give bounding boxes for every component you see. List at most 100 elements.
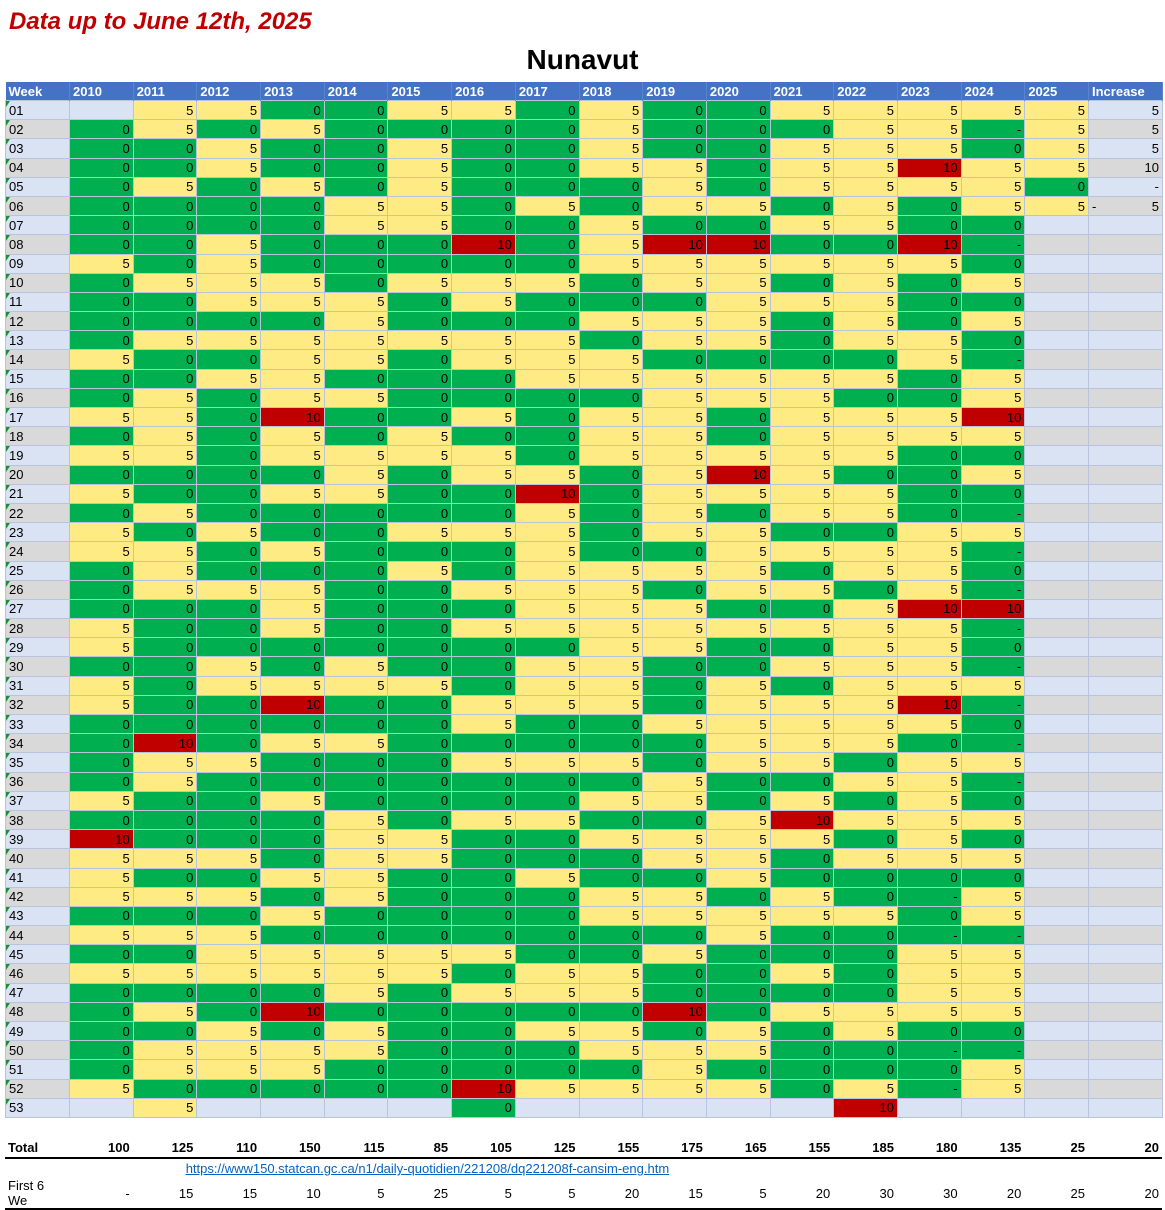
cell-2016[interactable]: 0 [451,176,516,197]
cell-2013[interactable]: 5 [260,291,325,313]
cell-2020[interactable]: 5 [705,330,771,351]
cell-2018[interactable]: 0 [578,1001,644,1023]
column-header-2022[interactable]: 2022 [833,82,898,101]
cell-2010[interactable]: 0 [69,234,134,255]
cell-2023[interactable]: 5 [896,541,962,562]
cell-2025[interactable] [1024,368,1089,389]
cell-2017[interactable]: 0 [514,387,580,409]
cell-2012[interactable]: 0 [196,771,262,792]
cell-2018[interactable]: 5 [578,598,644,620]
cell-2024[interactable]: - [960,733,1026,754]
cell-2019[interactable]: 5 [642,944,707,965]
cell-2013[interactable]: 0 [260,752,325,773]
cell-2018[interactable]: 5 [578,157,644,178]
cell-increase[interactable] [1088,944,1163,965]
cell-2012[interactable]: 5 [196,253,262,274]
cell-2023[interactable]: 10 [896,234,962,255]
cell-2023[interactable]: 10 [896,157,962,178]
cell-2016[interactable]: 0 [451,905,516,927]
cell-2023[interactable]: 0 [896,215,962,236]
cell-2023[interactable]: 0 [896,195,962,217]
cell-2019[interactable]: 5 [642,560,707,581]
cell-2016[interactable]: 0 [451,1059,516,1080]
cell-2022[interactable]: 5 [833,311,898,332]
cell-2010[interactable]: 10 [69,829,134,850]
cell-2025[interactable] [1024,253,1089,274]
cell-2013[interactable]: 5 [260,905,325,927]
cell-2012[interactable]: 0 [196,445,262,466]
cell-2018[interactable]: 5 [578,579,644,600]
cell-2021[interactable]: 0 [769,349,835,370]
cell-2024[interactable]: 0 [960,790,1026,811]
cell-2017[interactable]: 0 [514,1059,580,1080]
cell-2016[interactable]: 0 [451,886,516,907]
cell-2011[interactable]: 5 [132,1001,198,1023]
cell-2024[interactable]: - [960,618,1026,639]
cell-increase[interactable] [1088,1020,1163,1042]
cell-2017[interactable]: 0 [514,771,580,792]
cell-2025[interactable] [1024,234,1089,255]
cell-2011[interactable]: 5 [132,99,198,121]
cell-2010[interactable]: 0 [69,752,134,773]
cell-2025[interactable]: 5 [1024,99,1089,121]
cell-2014[interactable]: 0 [323,1078,389,1099]
cell-2015[interactable]: 0 [387,713,453,735]
cell-increase[interactable] [1088,694,1163,716]
cell-2013[interactable]: 5 [260,579,325,600]
cell-2021[interactable]: 0 [769,311,835,332]
cell-2023[interactable]: 5 [896,176,962,197]
cell-2024[interactable]: 0 [960,330,1026,351]
cell-2018[interactable]: 0 [578,272,644,293]
cell-2014[interactable]: 5 [323,1020,389,1042]
cell-2013[interactable]: 0 [260,809,325,831]
cell-2025[interactable] [1024,215,1089,236]
cell-increase[interactable] [1088,925,1163,946]
cell-2022[interactable]: 5 [833,406,898,428]
cell-2019[interactable]: 0 [642,675,707,696]
cell-2020[interactable]: 0 [705,99,771,121]
cell-2015[interactable]: 5 [387,99,453,121]
cell-increase[interactable] [1088,790,1163,811]
cell-2021[interactable]: 5 [769,790,835,811]
cell-2020[interactable]: 10 [705,234,771,255]
cell-2016[interactable]: 0 [451,215,516,236]
cell-2020[interactable]: 5 [705,867,771,888]
cell-2016[interactable]: 0 [451,426,516,447]
cell-2025[interactable] [1024,522,1089,543]
cell-2012[interactable]: 5 [196,579,262,600]
cell-2022[interactable]: 5 [833,848,898,869]
cell-2013[interactable]: 0 [260,1078,325,1099]
cell-2013[interactable]: 5 [260,944,325,965]
cell-2018[interactable]: 0 [578,502,644,524]
cell-increase[interactable] [1088,1059,1163,1080]
cell-2011[interactable]: 5 [132,1097,198,1118]
cell-2022[interactable]: 0 [833,234,898,255]
cell-2024[interactable]: - [960,119,1026,140]
cell-2010[interactable]: 0 [69,771,134,792]
cell-2023[interactable]: 5 [896,656,962,677]
cell-2019[interactable]: 0 [642,733,707,754]
column-header-2012[interactable]: 2012 [196,82,262,101]
cell-2012[interactable]: 0 [196,618,262,639]
cell-increase[interactable] [1088,1097,1163,1118]
cell-2013[interactable]: 0 [260,886,325,907]
cell-2021[interactable]: 5 [769,502,835,524]
cell-2019[interactable]: 5 [642,790,707,811]
cell-2016[interactable]: 0 [451,195,516,217]
cell-2018[interactable]: 5 [578,790,644,811]
cell-2016[interactable]: 10 [451,1078,516,1099]
cell-2025[interactable] [1024,713,1089,735]
cell-2025[interactable] [1024,1097,1089,1118]
cell-2015[interactable]: 0 [387,368,453,389]
cell-2011[interactable]: 0 [132,483,198,504]
cell-2020[interactable]: 0 [705,982,771,1003]
cell-2011[interactable]: 5 [132,560,198,581]
cell-2017[interactable]: 10 [514,483,580,504]
cell-2019[interactable]: 5 [642,330,707,351]
cell-2025[interactable] [1024,579,1089,600]
cell-2022[interactable]: 5 [833,675,898,696]
cell-2015[interactable]: 0 [387,579,453,600]
cell-2019[interactable]: 5 [642,176,707,197]
cell-2019[interactable]: 0 [642,925,707,946]
column-header-2010[interactable]: 2010 [69,82,134,101]
